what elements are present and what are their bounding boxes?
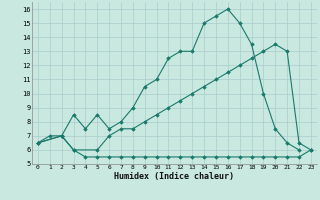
X-axis label: Humidex (Indice chaleur): Humidex (Indice chaleur) xyxy=(115,172,234,181)
